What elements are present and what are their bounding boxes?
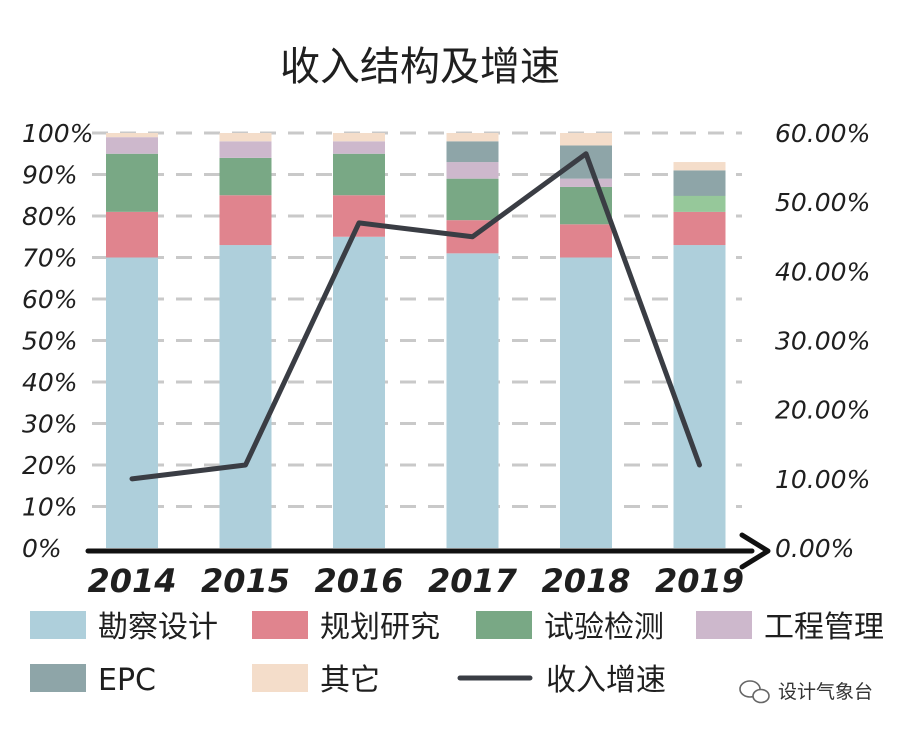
bar-segment (219, 195, 272, 246)
growth-line (129, 151, 702, 482)
legend-label: 规划研究 (320, 610, 440, 645)
y-right-tick-label: 30.00% (775, 327, 870, 356)
legend-item: EPC (30, 663, 156, 698)
legend-swatch (696, 611, 752, 639)
y-left-tick-label: 10% (22, 493, 78, 522)
bar-stack-2019 (673, 162, 726, 549)
y-left-tick-label: 30% (22, 410, 78, 439)
legend-swatch (30, 664, 86, 692)
legend-item: 规划研究 (252, 610, 440, 645)
x-tick-label: 2016 (314, 562, 403, 600)
bar-segment (560, 178, 612, 187)
bar-stack-2014 (106, 133, 158, 548)
bar-segment (333, 133, 385, 142)
bar-segment (106, 211, 158, 258)
bar-segment (333, 236, 385, 548)
bar-segment (219, 133, 272, 142)
bar-segment (673, 245, 726, 549)
bar-segment (219, 141, 272, 158)
bar-segment (333, 141, 385, 154)
bar-segment (333, 153, 385, 196)
y-left-tick-label: 70% (22, 244, 78, 273)
y-left-tick-label: 40% (22, 368, 78, 397)
bar-segment (446, 141, 499, 163)
bar-segment (673, 170, 726, 200)
bar-segment (333, 195, 385, 237)
legend-item: 其它 (252, 663, 380, 698)
y-left-tick-label: 0% (22, 534, 62, 563)
y-right-tick-label: 10.00% (775, 465, 870, 494)
bar-segment (219, 157, 272, 196)
bar-segment (560, 133, 612, 146)
y-left-tick-label: 90% (22, 161, 78, 190)
y-left-tick-label: 50% (22, 327, 78, 356)
legend-swatch (252, 611, 308, 639)
legend-label: 勘察设计 (98, 610, 218, 645)
y-right-tick-label: 50.00% (775, 188, 870, 217)
bar-segment (106, 153, 158, 212)
legend-item: 勘察设计 (30, 610, 218, 645)
legend-label: 收入增速 (546, 663, 666, 698)
legend-label: 工程管理 (764, 610, 884, 645)
y-right-tick-label: 0.00% (775, 534, 854, 563)
bar-segment (106, 257, 158, 548)
bar-segment (219, 245, 272, 549)
legend-item: 试验检测 (476, 610, 664, 645)
watermark: 设计气象台 (739, 680, 873, 704)
legend-label: EPC (98, 663, 156, 698)
bar-stack-2017 (446, 133, 499, 548)
bar-segment (446, 253, 499, 548)
bar-segment (106, 133, 158, 138)
legend-label: 试验检测 (544, 610, 664, 645)
bar-segment (673, 162, 726, 171)
watermark-text: 设计气象台 (778, 681, 873, 703)
bar-segment (446, 178, 499, 221)
wechat-icon (739, 680, 770, 704)
x-tick-label: 2017 (428, 562, 518, 600)
x-tick-label: 2018 (541, 562, 630, 600)
y-left-tick-label: 100% (22, 119, 93, 148)
y-right-tick-label: 20.00% (775, 396, 870, 425)
bar-segment (106, 137, 158, 154)
bar-stack-2016 (333, 133, 385, 548)
x-tick-label: 2015 (201, 562, 290, 600)
bar-stack-2018 (560, 133, 612, 548)
y-left-tick-label: 80% (22, 202, 78, 231)
legend-swatch (30, 611, 86, 639)
y-left-tick-label: 20% (22, 451, 78, 480)
x-tick-label: 2019 (655, 562, 744, 600)
legend-item: 收入增速 (457, 663, 666, 698)
y-right-tick-label: 40.00% (775, 257, 870, 286)
bar-segment-extra (673, 195, 726, 212)
bar-segment (446, 133, 499, 142)
legend-swatch (476, 611, 532, 639)
bar-segment (673, 211, 726, 246)
y-left-tick-label: 60% (22, 285, 78, 314)
y-right-tick-label: 60.00% (775, 119, 870, 148)
bar-segment (560, 145, 612, 179)
legend-item: 工程管理 (696, 610, 884, 645)
legend-label: 其它 (320, 663, 380, 698)
bar-stack-2015 (219, 133, 272, 549)
legend-swatch (252, 664, 308, 692)
x-tick-label: 2014 (87, 562, 176, 600)
x-axis-arrow (739, 532, 771, 570)
chart-title: 收入结构及增速 (280, 44, 560, 90)
bar-segment (446, 162, 499, 179)
bar-segment (560, 257, 612, 548)
bar-segment (560, 224, 612, 258)
